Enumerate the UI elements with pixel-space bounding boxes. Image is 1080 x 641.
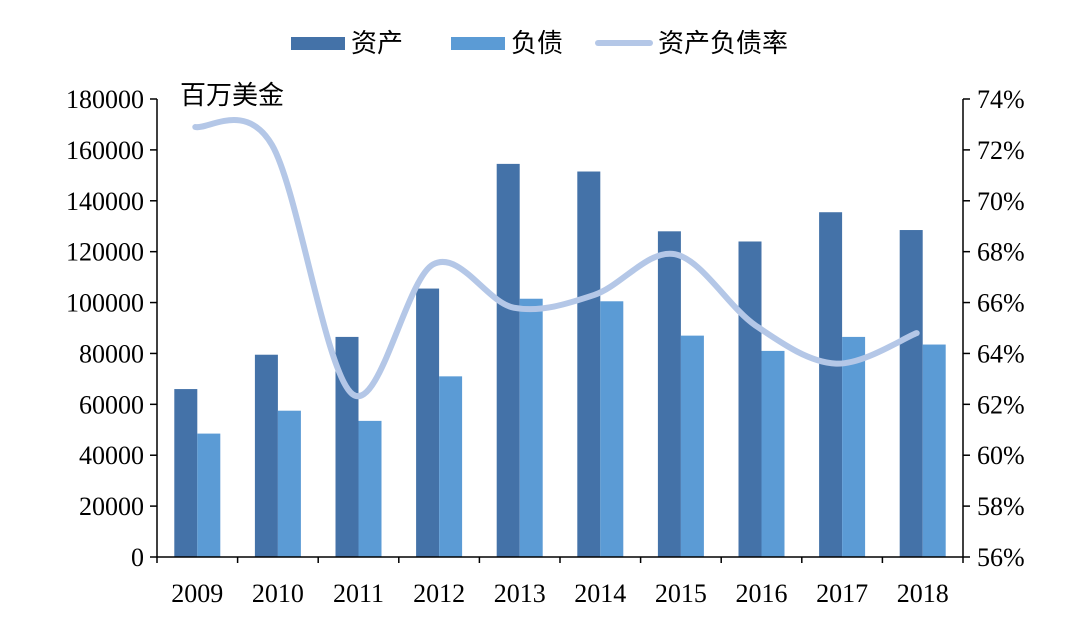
bar-assets-2015 [657, 231, 681, 558]
bar-assets-2017 [819, 212, 843, 557]
right-tick-label: 56% [977, 543, 1025, 572]
bar-assets-2016 [738, 241, 762, 557]
x-tick-label: 2018 [897, 579, 949, 608]
unit-label: 百万美金 [180, 81, 284, 111]
axes: 0 20000 40000 60000 80000 100000 120000 140000 1… [66, 85, 1025, 608]
bar-assets-2012 [416, 288, 440, 557]
legend-liabilities: 负债 [451, 29, 563, 59]
legend: 资产 负债 资产负债率 [291, 29, 788, 59]
legend-debt-ratio: 资产负债率 [595, 29, 788, 59]
left-tick-label: 180000 [66, 85, 144, 114]
x-tick-label: 2016 [736, 579, 788, 608]
bar-assets-2009 [174, 389, 198, 557]
legend-assets: 资产 [291, 29, 403, 59]
right-tick-label: 68% [977, 238, 1025, 267]
x-tick-label: 2010 [252, 579, 304, 608]
bar-liabilities-2013 [519, 298, 543, 557]
right-tick-label: 72% [977, 136, 1025, 165]
left-tick-label: 40000 [79, 441, 144, 470]
series-line-debt-ratio [192, 117, 920, 400]
bar-liabilities-2015 [680, 335, 704, 557]
x-tick-label: 2009 [171, 579, 223, 608]
left-tick-label: 0 [131, 543, 144, 572]
bar-liabilities-2010 [277, 410, 301, 557]
x-tick-label: 2013 [494, 579, 546, 608]
left-tick-label: 140000 [66, 187, 144, 216]
legend-label: 资产 [351, 29, 403, 59]
right-tick-label: 62% [977, 390, 1025, 419]
right-tick-label: 74% [977, 85, 1025, 114]
bar-assets-2010 [254, 354, 278, 557]
x-tick-label: 2014 [574, 579, 626, 608]
legend-swatch [291, 37, 345, 50]
legend-swatch [451, 37, 505, 50]
left-tick-label: 20000 [79, 492, 144, 521]
left-tick-label: 100000 [66, 289, 144, 318]
bar-assets-2018 [899, 230, 923, 558]
bar-liabilities-2016 [761, 350, 785, 557]
bar-assets-2013 [496, 163, 520, 557]
left-tick-label: 120000 [66, 238, 144, 267]
x-tick-label: 2011 [333, 579, 384, 608]
bar-liabilities-2011 [358, 420, 382, 557]
bar-assets-2014 [577, 171, 601, 557]
left-tick-label: 160000 [66, 136, 144, 165]
left-tick-label: 80000 [79, 339, 144, 368]
bar-liabilities-2018 [922, 344, 946, 557]
bar-liabilities-2014 [600, 301, 624, 557]
bar-liabilities-2017 [842, 336, 866, 557]
bar-liabilities-2012 [439, 376, 463, 557]
legend-label: 资产负债率 [658, 29, 788, 59]
bar-liabilities-2009 [197, 433, 221, 557]
x-tick-label: 2015 [655, 579, 707, 608]
x-tick-label: 2017 [816, 579, 868, 608]
right-tick-label: 66% [977, 289, 1025, 318]
right-tick-label: 58% [977, 492, 1025, 521]
left-tick-label: 60000 [79, 390, 144, 419]
legend-label: 负债 [511, 29, 563, 59]
x-tick-label: 2012 [413, 579, 465, 608]
right-tick-label: 60% [977, 441, 1025, 470]
right-tick-label: 70% [977, 187, 1025, 216]
bars-layer [174, 163, 946, 558]
line-layer [192, 117, 920, 400]
right-tick-label: 64% [977, 339, 1025, 368]
